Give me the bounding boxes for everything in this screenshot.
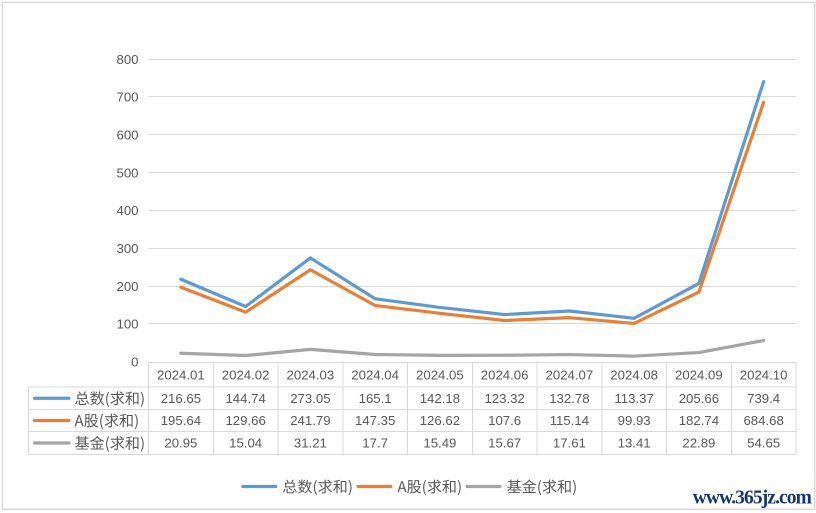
svg-text:2024.06: 2024.06	[481, 367, 529, 382]
svg-text:132.78: 132.78	[549, 391, 589, 406]
svg-text:129.66: 129.66	[225, 413, 265, 428]
svg-text:165.1: 165.1	[359, 391, 392, 406]
svg-text:205.66: 205.66	[679, 391, 719, 406]
svg-text:2024.04: 2024.04	[351, 367, 399, 382]
svg-text:0: 0	[131, 354, 138, 369]
svg-text:500: 500	[116, 165, 138, 180]
svg-text:182.74: 182.74	[679, 413, 719, 428]
svg-text:142.18: 142.18	[420, 391, 460, 406]
svg-text:22.89: 22.89	[682, 436, 715, 451]
svg-text:113.37: 113.37	[614, 391, 653, 406]
svg-text:2024.01: 2024.01	[157, 367, 205, 382]
svg-text:144.74: 144.74	[225, 391, 265, 406]
svg-text:600: 600	[116, 128, 138, 143]
svg-text:100: 100	[116, 317, 138, 332]
svg-text:13.41: 13.41	[618, 436, 651, 451]
svg-text:400: 400	[116, 203, 138, 218]
svg-text:739.4: 739.4	[747, 391, 780, 406]
svg-text:800: 800	[116, 52, 138, 67]
svg-text:17.61: 17.61	[553, 436, 586, 451]
svg-text:147.35: 147.35	[355, 413, 395, 428]
svg-text:684.68: 684.68	[743, 413, 783, 428]
svg-text:2024.02: 2024.02	[222, 367, 270, 382]
svg-text:15.04: 15.04	[229, 436, 262, 451]
svg-text:2024.09: 2024.09	[675, 367, 723, 382]
svg-text:115.14: 115.14	[550, 413, 589, 428]
svg-text:99.93: 99.93	[618, 413, 651, 428]
svg-text:www.365jz.com: www.365jz.com	[693, 488, 812, 509]
svg-text:2024.08: 2024.08	[610, 367, 658, 382]
svg-text:195.64: 195.64	[161, 413, 201, 428]
svg-text:216.65: 216.65	[161, 391, 201, 406]
svg-text:700: 700	[116, 90, 138, 105]
svg-text:300: 300	[116, 241, 138, 256]
svg-text:241.79: 241.79	[290, 413, 330, 428]
svg-text:2024.05: 2024.05	[416, 367, 464, 382]
svg-text:273.05: 273.05	[290, 391, 330, 406]
svg-text:15.67: 15.67	[488, 436, 521, 451]
svg-text:2024.03: 2024.03	[287, 367, 335, 382]
svg-text:54.65: 54.65	[747, 436, 780, 451]
svg-text:2024.07: 2024.07	[546, 367, 594, 382]
svg-text:107.6: 107.6	[488, 413, 521, 428]
svg-text:15.49: 15.49	[423, 436, 456, 451]
svg-text:126.62: 126.62	[420, 413, 460, 428]
svg-text:123.32: 123.32	[484, 391, 524, 406]
svg-text:20.95: 20.95	[164, 436, 197, 451]
svg-text:200: 200	[116, 279, 138, 294]
svg-text:2024.10: 2024.10	[740, 367, 788, 382]
svg-text:17.7: 17.7	[362, 436, 388, 451]
svg-text:31.21: 31.21	[294, 436, 327, 451]
